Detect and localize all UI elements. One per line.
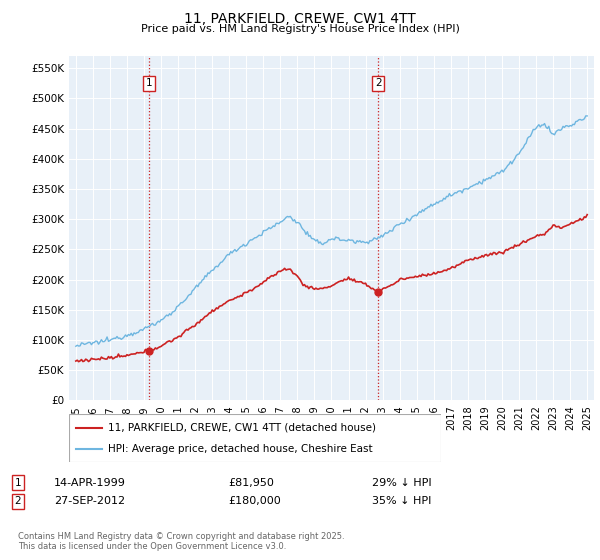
Text: 11, PARKFIELD, CREWE, CW1 4TT (detached house): 11, PARKFIELD, CREWE, CW1 4TT (detached … [108,423,376,433]
Text: £180,000: £180,000 [228,496,281,506]
Text: 27-SEP-2012: 27-SEP-2012 [54,496,125,506]
Text: 2: 2 [375,78,382,88]
Text: 35% ↓ HPI: 35% ↓ HPI [372,496,431,506]
Text: 29% ↓ HPI: 29% ↓ HPI [372,478,431,488]
Text: 11, PARKFIELD, CREWE, CW1 4TT: 11, PARKFIELD, CREWE, CW1 4TT [184,12,416,26]
Text: 1: 1 [14,478,22,488]
FancyBboxPatch shape [69,414,441,462]
Text: 2: 2 [14,496,22,506]
Text: 1: 1 [145,78,152,88]
Text: HPI: Average price, detached house, Cheshire East: HPI: Average price, detached house, Ches… [108,444,373,454]
Text: 14-APR-1999: 14-APR-1999 [54,478,126,488]
Text: Contains HM Land Registry data © Crown copyright and database right 2025.
This d: Contains HM Land Registry data © Crown c… [18,532,344,551]
Text: £81,950: £81,950 [228,478,274,488]
Text: Price paid vs. HM Land Registry's House Price Index (HPI): Price paid vs. HM Land Registry's House … [140,24,460,34]
